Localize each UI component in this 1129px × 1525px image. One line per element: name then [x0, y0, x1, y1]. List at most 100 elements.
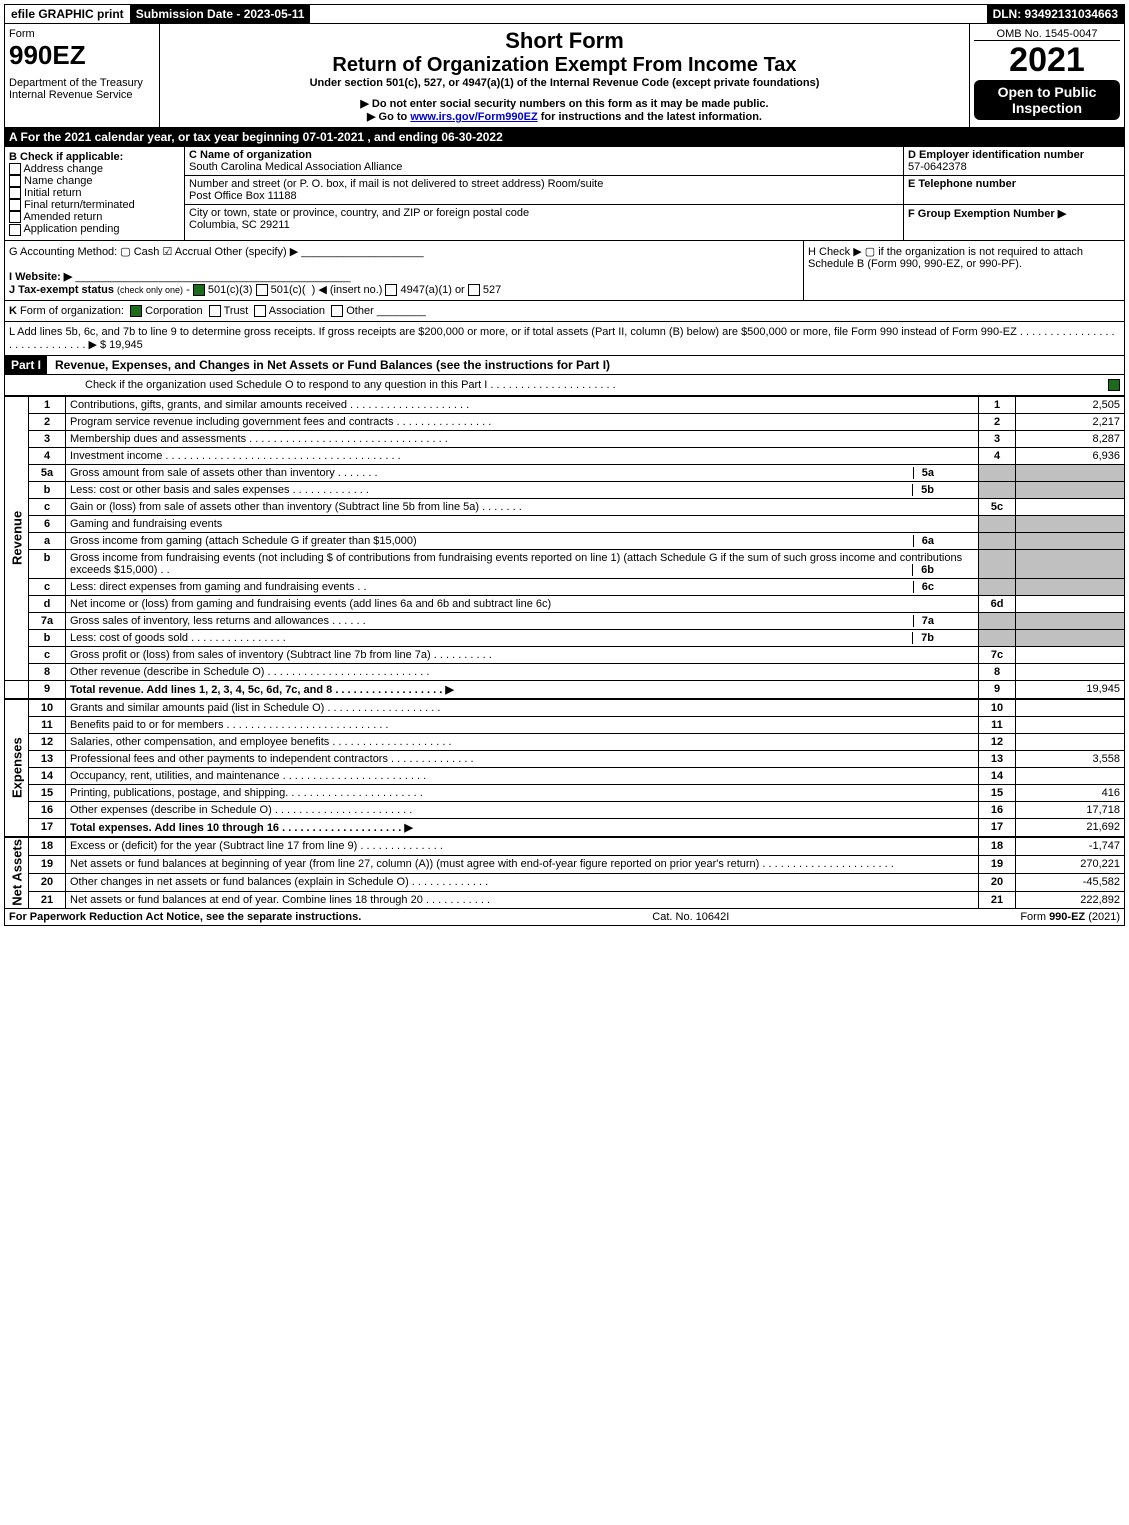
line-desc: Printing, publications, postage, and shi…: [66, 784, 979, 801]
line-desc: Gross profit or (loss) from sales of inv…: [66, 646, 979, 663]
checkbox-schedule-o[interactable]: [1108, 379, 1120, 391]
line-amt: [1016, 612, 1125, 629]
c-city: City or town, state or province, country…: [185, 205, 903, 233]
ln: 17: [29, 818, 66, 836]
line-amt: [1016, 663, 1125, 680]
ln: 4: [29, 447, 66, 464]
box-c: C Name of organization South Carolina Me…: [185, 147, 904, 240]
b-option[interactable]: Amended return: [9, 211, 180, 223]
d: Gross income from fundraising events (no…: [70, 552, 962, 576]
d: Total revenue. Add lines 1, 2, 3, 4, 5c,…: [70, 684, 454, 696]
ln-ref: 20: [979, 873, 1016, 891]
omb: OMB No. 1545-0047: [974, 28, 1120, 41]
g-accounting: G Accounting Method: ▢ Cash ☑ Accrual Ot…: [5, 241, 804, 300]
under-section: Under section 501(c), 527, or 4947(a)(1)…: [164, 77, 965, 89]
ln: c: [29, 646, 66, 663]
g-h-row: G Accounting Method: ▢ Cash ☑ Accrual Ot…: [4, 241, 1125, 301]
goto: ▶ Go to www.irs.gov/Form990EZ for instru…: [164, 110, 965, 123]
line-amt: 2,217: [1016, 413, 1125, 430]
org-name: South Carolina Medical Association Allia…: [189, 161, 402, 173]
checkbox-trust[interactable]: [209, 305, 221, 317]
c-street: Number and street (or P. O. box, if mail…: [185, 176, 903, 205]
checkbox-501c3[interactable]: [193, 284, 205, 296]
checkbox-assoc[interactable]: [254, 305, 266, 317]
ln: 13: [29, 750, 66, 767]
b-option[interactable]: Initial return: [9, 187, 180, 199]
checkbox-4947[interactable]: [385, 284, 397, 296]
header-center: Short Form Return of Organization Exempt…: [160, 24, 969, 127]
ln-ref: [979, 532, 1016, 549]
b-option[interactable]: Application pending: [9, 223, 180, 235]
ln: 7a: [29, 612, 66, 629]
k-row: K Form of organization: Corporation Trus…: [4, 301, 1125, 322]
checkbox-501c[interactable]: [256, 284, 268, 296]
street-label: Number and street (or P. O. box, if mail…: [189, 178, 603, 190]
header-left: Form 990EZ Department of the Treasury In…: [5, 24, 160, 127]
iref: 5a: [922, 467, 934, 479]
ln-ref: 15: [979, 784, 1016, 801]
h-check: H Check ▶ ▢ if the organization is not r…: [804, 241, 1124, 300]
tax-year: 2021: [974, 41, 1120, 80]
form-number: 990EZ: [9, 40, 155, 71]
ln: 21: [29, 891, 66, 909]
line-desc: Less: cost of goods sold . . . . . . . .…: [66, 629, 979, 646]
line-desc: Occupancy, rent, utilities, and maintena…: [66, 767, 979, 784]
line-amt: [1016, 595, 1125, 612]
ln-ref: 4: [979, 447, 1016, 464]
checkbox-527[interactable]: [468, 284, 480, 296]
b-option[interactable]: Name change: [9, 175, 180, 187]
part1-badge: Part I: [5, 356, 47, 374]
b-option[interactable]: Final return/terminated: [9, 199, 180, 211]
ln-ref: [979, 612, 1016, 629]
box-def: D Employer identification number 57-0642…: [904, 147, 1124, 240]
line-desc: Total revenue. Add lines 1, 2, 3, 4, 5c,…: [66, 680, 979, 698]
ln: 16: [29, 801, 66, 818]
efile-label: efile GRAPHIC print: [5, 5, 130, 23]
line-desc: Program service revenue including govern…: [66, 413, 979, 430]
line-desc: Professional fees and other payments to …: [66, 750, 979, 767]
ln-ref: 10: [979, 699, 1016, 716]
checkbox-corp[interactable]: [130, 305, 142, 317]
line-amt: [1016, 532, 1125, 549]
i-website: I Website: ▶: [9, 271, 72, 283]
line-amt: -1,747: [1016, 837, 1125, 855]
ln: 19: [29, 855, 66, 873]
footer-mid: Cat. No. 10642I: [652, 911, 729, 923]
ln: a: [29, 532, 66, 549]
ln-ref: 13: [979, 750, 1016, 767]
netassets-table: Net Assets 18Excess or (deficit) for the…: [4, 837, 1125, 910]
footer-right: Form 990-EZ (2021): [1020, 911, 1120, 923]
line-desc: Other changes in net assets or fund bala…: [66, 873, 979, 891]
line-amt: 3,558: [1016, 750, 1125, 767]
d: Total expenses. Add lines 10 through 16 …: [70, 822, 413, 834]
fr-form: 990-EZ: [1049, 911, 1085, 923]
line-desc: Grants and similar amounts paid (list in…: [66, 699, 979, 716]
line-amt: [1016, 578, 1125, 595]
d: Less: direct expenses from gaming and fu…: [70, 581, 367, 593]
top-bar: efile GRAPHIC print Submission Date - 20…: [4, 4, 1125, 24]
form-word: Form: [9, 28, 155, 40]
b-option[interactable]: Address change: [9, 163, 180, 175]
ln: b: [29, 629, 66, 646]
line-amt: [1016, 716, 1125, 733]
line-amt: [1016, 767, 1125, 784]
dln: DLN: 93492131034663: [987, 5, 1124, 23]
line-desc: Investment income . . . . . . . . . . . …: [66, 447, 979, 464]
d: Gross amount from sale of assets other t…: [70, 467, 378, 479]
fr-pre: Form: [1020, 911, 1049, 923]
ln-ref: 19: [979, 855, 1016, 873]
iref: 5b: [921, 484, 934, 496]
iref: 7a: [922, 615, 934, 627]
ln: 10: [29, 699, 66, 716]
ln: c: [29, 578, 66, 595]
ln-ref: [979, 464, 1016, 481]
ln-ref: 8: [979, 663, 1016, 680]
part1-check-text: Check if the organization used Schedule …: [85, 379, 616, 391]
line-amt: [1016, 629, 1125, 646]
goto-link[interactable]: www.irs.gov/Form990EZ: [410, 111, 537, 123]
checkbox-other[interactable]: [331, 305, 343, 317]
line-amt: 17,718: [1016, 801, 1125, 818]
side-netassets: Net Assets: [5, 837, 29, 909]
line-desc: Net assets or fund balances at beginning…: [66, 855, 979, 873]
c-label: C Name of organization: [189, 149, 312, 161]
